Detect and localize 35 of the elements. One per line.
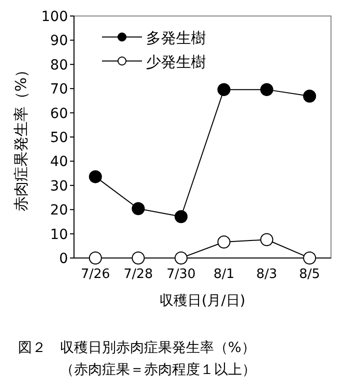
x-tick-label: 8/5 [299, 267, 320, 282]
point [303, 90, 316, 103]
point [88, 170, 102, 184]
y-tick-label: 50 [50, 130, 68, 146]
y-tick-label: 70 [50, 82, 68, 98]
point [217, 83, 230, 96]
y-tick-label: 30 [50, 178, 68, 194]
legend-label: 少発生樹 [146, 53, 206, 71]
y-tick-label: 90 [50, 33, 68, 50]
point [303, 252, 316, 264]
x-tick-label: 8/3 [256, 267, 278, 282]
point [132, 202, 145, 216]
y-tick-label: 20 [50, 202, 68, 219]
y-tick-label: 10 [50, 226, 68, 243]
y-tick-label: 80 [50, 57, 68, 74]
point [260, 83, 274, 96]
y-axis-title: 赤肉症果発生率（%） [12, 62, 30, 212]
text: 図２ 収穫日別赤肉症果発生率（%） [18, 340, 256, 356]
text: （赤肉症果＝赤肉程度１以上） [60, 362, 256, 378]
y-tick-label: 40 [50, 154, 68, 170]
y-tick-label: 100 [41, 9, 68, 25]
point [217, 236, 230, 249]
legend-label: 多発生樹 [146, 29, 206, 47]
x-axis-title: 収穫日(月/日) [160, 293, 246, 309]
point [260, 233, 274, 246]
point [132, 252, 145, 264]
x-tick-label: 7/28 [124, 267, 153, 282]
x-tick-label: 8/1 [213, 267, 234, 282]
point [174, 210, 188, 224]
point [174, 252, 188, 264]
x-tick-label: 7/26 [80, 267, 110, 282]
y-tick-label: 0 [59, 251, 68, 267]
y-tick-label: 60 [50, 106, 68, 122]
point [88, 252, 102, 264]
x-tick-label: 7/30 [166, 267, 196, 282]
